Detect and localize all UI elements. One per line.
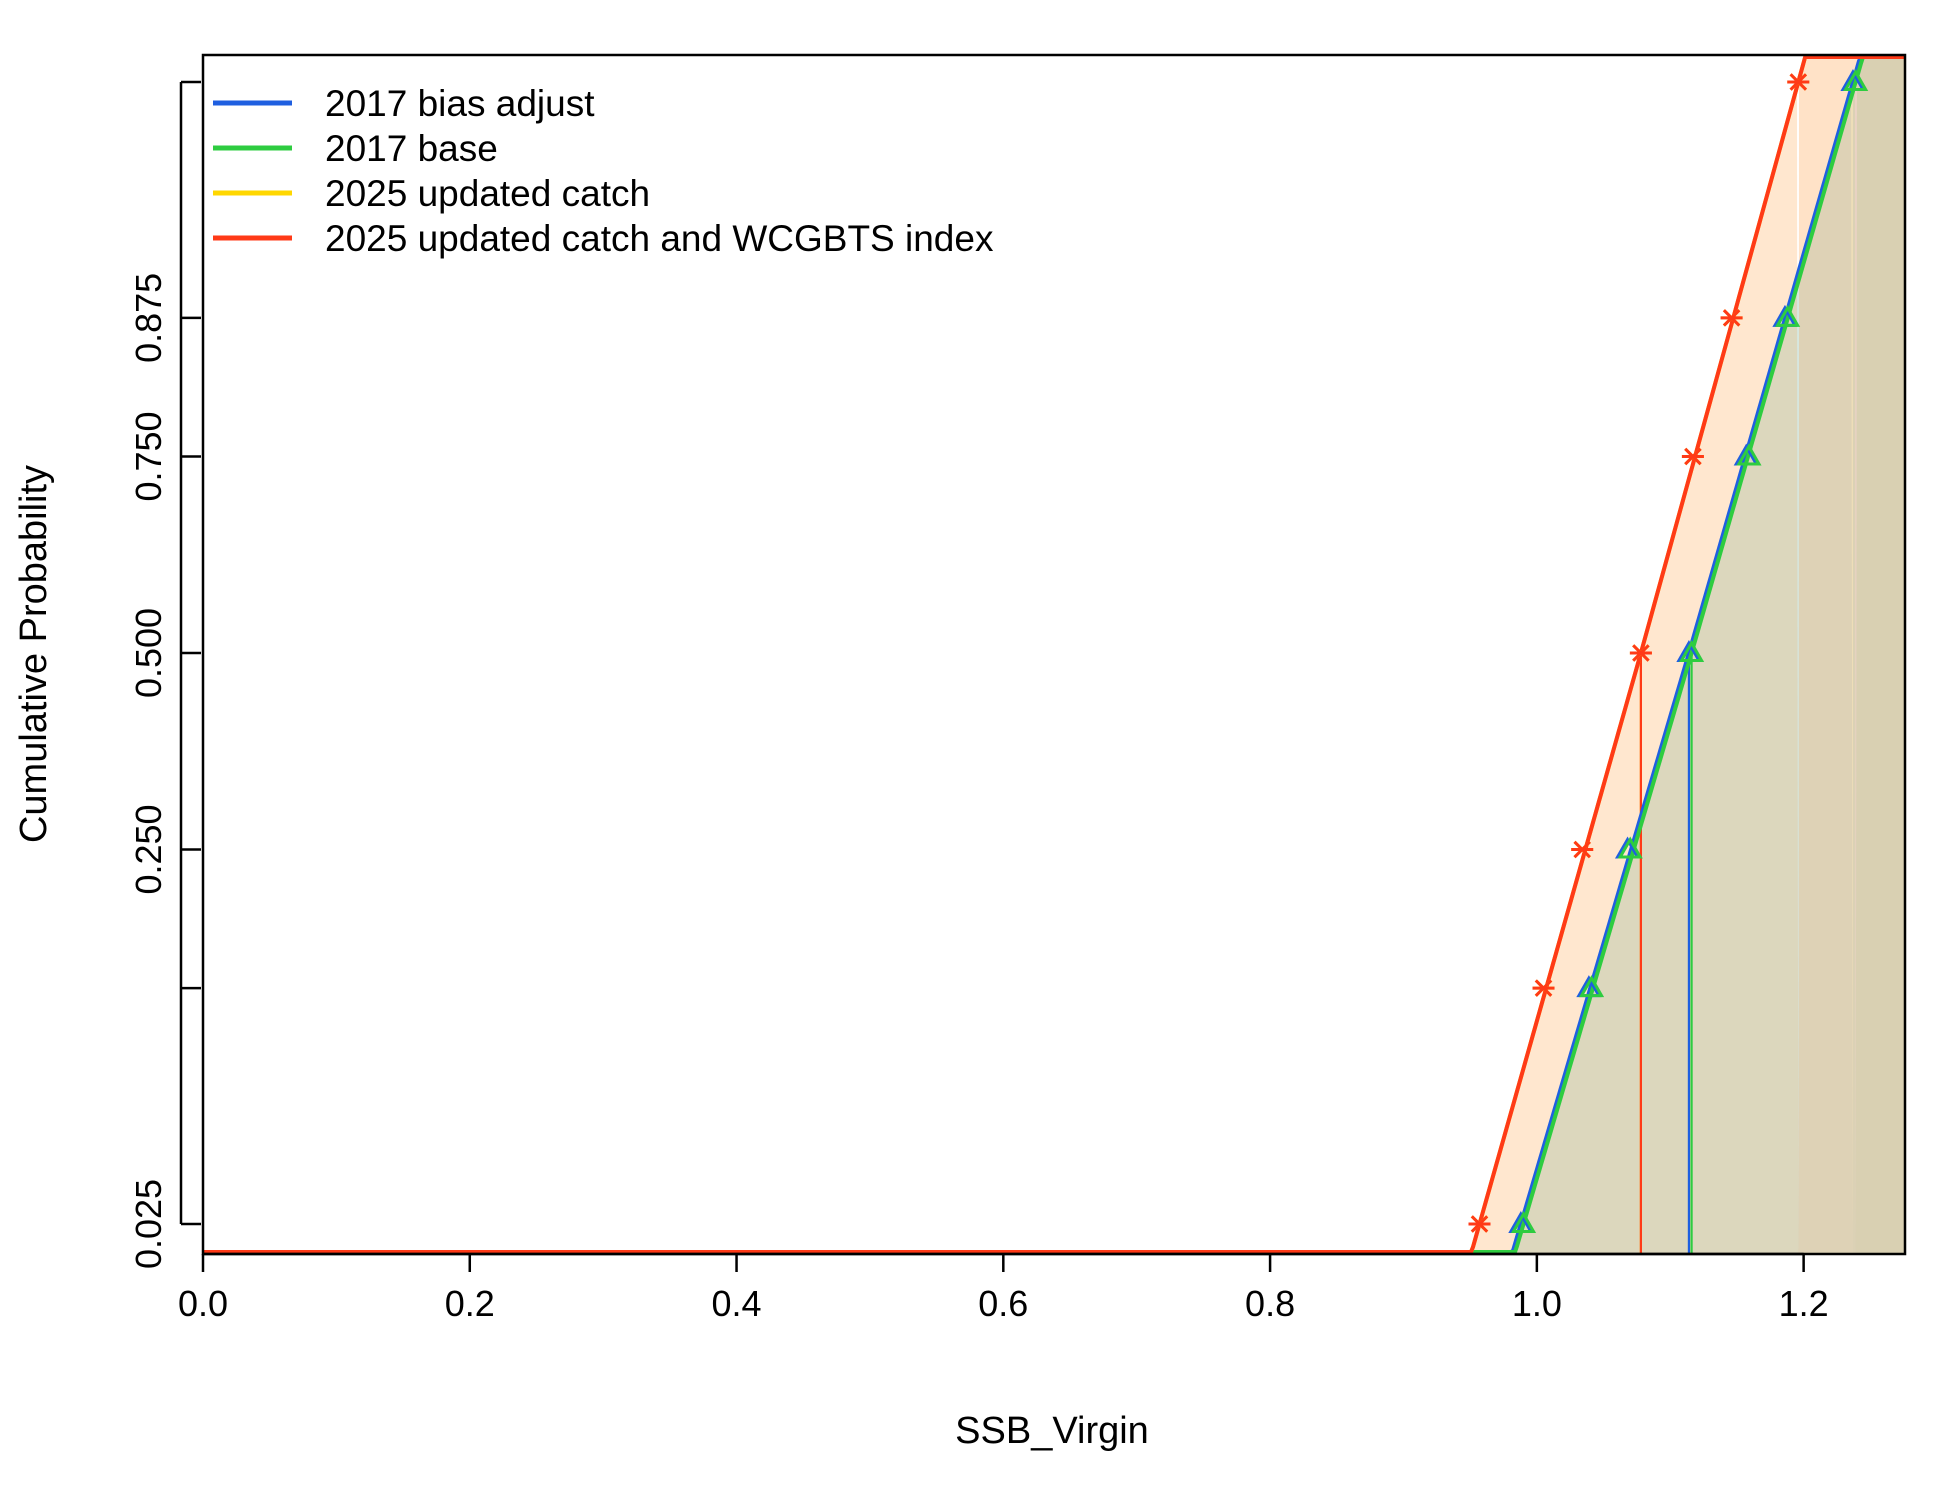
quantile-marker-2017-base <box>1617 836 1643 859</box>
quantile-marker-2025-updated-catch-and-wcgbts-index <box>1468 1215 1491 1233</box>
legend-label: 2017 base <box>325 128 498 169</box>
x-axis: 0.0 0.2 0.4 0.6 0.8 1.0 1.2 <box>178 1252 1829 1324</box>
quantile-marker-2017-base <box>1510 1210 1537 1233</box>
y-tick-label: 0.875 <box>128 273 169 363</box>
x-tick-label: 0.4 <box>712 1283 762 1324</box>
x-tick-label: 0.6 <box>978 1283 1028 1324</box>
cdf-curves <box>203 55 1905 1254</box>
quantile-marker-2025-updated-catch-and-wcgbts-index <box>1571 840 1594 859</box>
quantile-marker-2017-base <box>1578 975 1605 998</box>
x-tick-label: 1.2 <box>1779 1283 1829 1324</box>
quantile-marker-2025-updated-catch-and-wcgbts-index <box>1681 447 1704 466</box>
y-tick-label: 0.750 <box>128 411 169 501</box>
x-tick-label: 0.0 <box>178 1283 228 1324</box>
legend-label: 2017 bias adjust <box>325 83 595 124</box>
tail-shade-2025-updated-catch <box>1798 57 1905 1254</box>
tail-shade-2017-bias-adjust <box>1852 57 1905 1254</box>
legend-label: 2025 updated catch and WCGBTS index <box>325 218 994 259</box>
x-axis-title: SSB_Virgin <box>955 1410 1149 1452</box>
shade-2025-updated-catch <box>203 86 1799 1255</box>
y-tick-label: 0.025 <box>128 1179 169 1269</box>
y-axis: 0.025 0.250 0.500 0.750 0.875 <box>128 80 201 1269</box>
quantile-marker-2025-updated-catch-and-wcgbts-index <box>1532 979 1555 997</box>
y-axis-title: Cumulative Probability <box>13 465 55 843</box>
quantile-marker-2017-base <box>1775 304 1801 327</box>
quantile-marker-2017-base <box>1736 443 1762 466</box>
tail-shade-2017-base <box>1855 57 1905 1254</box>
quantile-marker-2017-base <box>1843 68 1869 91</box>
quantile-marker-2025-updated-catch-and-wcgbts-index <box>1629 644 1652 662</box>
tail-shade-2025-updated-catch-and-wcgbts-index <box>1798 57 1905 1254</box>
y-tick-label: 0.250 <box>128 804 169 894</box>
x-tick-label: 1.0 <box>1512 1283 1562 1324</box>
cdf-curve-2025-updated-catch-and-wcgbts-index <box>203 55 1905 1254</box>
median-lines <box>1639 653 1693 1254</box>
shade-2017-base <box>203 84 1856 1254</box>
legend-label: 2025 updated catch <box>325 173 650 214</box>
y-tick-label: 0.500 <box>128 608 169 698</box>
quantile-marker-2025-updated-catch-and-wcgbts-index <box>1787 73 1810 91</box>
shade-2025-updated-catch-and-wcgbts-index <box>203 86 1799 1255</box>
x-tick-label: 0.8 <box>1245 1283 1295 1324</box>
quantile-marker-2025-updated-catch-and-wcgbts-index <box>1720 309 1743 327</box>
quantile-marker-2017-base <box>1678 639 1705 662</box>
x-tick-label: 0.2 <box>445 1283 495 1324</box>
quantile-markers <box>1468 68 1869 1233</box>
